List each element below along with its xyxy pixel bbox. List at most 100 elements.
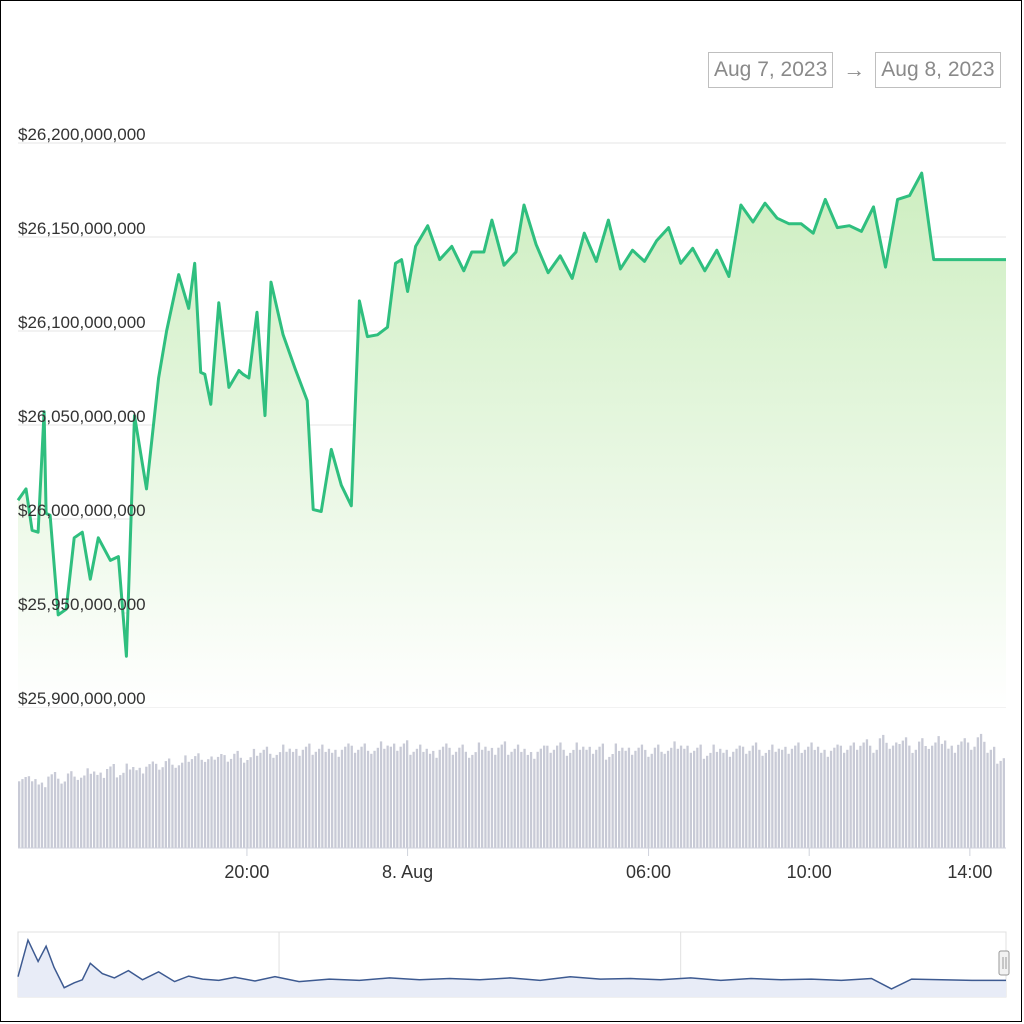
volume-bar	[441, 746, 445, 848]
volume-bar	[422, 751, 425, 848]
volume-bar	[96, 774, 99, 848]
volume-bar	[771, 744, 774, 848]
volume-bar	[448, 747, 451, 848]
volume-bar	[516, 744, 520, 848]
navigator[interactable]: 20202022	[17, 931, 1010, 998]
volume-bar	[461, 744, 464, 848]
navigator-line	[17, 937, 1006, 990]
volume-bar	[895, 742, 898, 848]
volume-bar	[76, 779, 79, 848]
volume-bar	[944, 740, 947, 848]
volume-bar	[298, 755, 301, 848]
volume-bar	[849, 745, 852, 848]
volume-bar	[947, 748, 950, 848]
volume-bars	[18, 733, 1006, 849]
volume-bar	[507, 754, 510, 848]
volume-bar	[686, 745, 689, 848]
volume-bar	[660, 751, 663, 848]
volume-bar	[285, 751, 288, 848]
range-from-input[interactable]: Aug 7, 2023	[708, 52, 834, 88]
volume-bar	[699, 744, 702, 848]
price-area-fill	[18, 173, 1006, 708]
volume-bar	[327, 748, 331, 848]
volume-bar	[914, 749, 917, 848]
volume-bar	[888, 748, 891, 848]
volume-bar	[973, 746, 976, 848]
volume-bar	[344, 746, 347, 848]
volume-bar	[366, 750, 370, 848]
volume-bar	[774, 751, 777, 848]
volume-bar	[882, 734, 885, 848]
volume-bar	[627, 747, 631, 848]
volume-bar	[539, 748, 542, 848]
price-area	[16, 171, 1006, 708]
volume-bar	[216, 756, 220, 848]
volume-bar	[477, 742, 481, 848]
volume-bar	[226, 761, 229, 848]
volume-bar	[536, 751, 539, 848]
volume-bar	[790, 748, 794, 848]
volume-bar	[644, 749, 647, 848]
volume-bar	[908, 745, 911, 848]
volume-bar	[702, 758, 706, 848]
volume-bar	[725, 749, 728, 848]
volume-bar	[869, 745, 872, 848]
volume-bar	[318, 748, 321, 848]
volume-bar	[24, 777, 27, 848]
volume-bar	[588, 746, 591, 848]
volume-bar	[856, 749, 859, 848]
x-tick-label: 14:00	[947, 862, 992, 882]
volume-bar	[960, 741, 963, 848]
volume-bar	[565, 755, 569, 848]
volume-bar	[484, 746, 487, 848]
volume-bar	[340, 749, 344, 848]
volume-bar	[591, 753, 595, 848]
y-tick-label: $26,050,000,000	[18, 407, 146, 426]
volume-bar	[132, 767, 135, 848]
volume-bar	[575, 742, 578, 848]
volume-bar	[829, 750, 833, 848]
volume-bar	[337, 756, 340, 848]
range-to-input[interactable]: Aug 8, 2023	[875, 52, 1001, 88]
volume-bar	[50, 774, 53, 848]
volume-bar	[529, 752, 533, 848]
volume-bar	[379, 741, 383, 848]
volume-bar	[458, 747, 461, 848]
volume-bar	[115, 777, 119, 848]
navigator-handle[interactable]	[998, 950, 1010, 976]
volume-bar	[712, 744, 715, 848]
volume-bar	[200, 759, 203, 848]
volume-bar	[722, 752, 725, 848]
volume-bar	[950, 745, 953, 848]
volume-bar	[409, 754, 412, 848]
range-arrow-icon: →	[843, 57, 866, 82]
volume-bar	[445, 743, 448, 848]
volume-bar	[748, 750, 751, 848]
volume-bar	[93, 771, 96, 848]
volume-bar	[803, 749, 807, 848]
volume-bar	[145, 766, 148, 848]
volume-bar	[989, 749, 992, 848]
volume-bar	[425, 748, 428, 848]
volume-bar	[963, 738, 966, 848]
volume-bar	[161, 767, 164, 848]
volume-bar	[308, 743, 311, 848]
volume-bar	[481, 749, 484, 848]
volume-bar	[138, 767, 141, 848]
volume-bar	[663, 753, 666, 848]
volume-bar	[924, 746, 927, 848]
y-axis-labels: $26,200,000,000 $26,150,000,000 $26,100,00…	[18, 125, 146, 708]
volume-bar	[223, 755, 226, 848]
volume-bar	[559, 742, 562, 848]
volume-bar	[40, 782, 44, 848]
volume-bar	[158, 769, 161, 848]
volume-bar	[47, 776, 50, 848]
volume-bar	[415, 748, 419, 848]
volume-bar	[578, 749, 582, 848]
volume-bar	[738, 745, 741, 848]
volume-bar	[497, 747, 500, 848]
volume-bar	[406, 740, 409, 848]
volume-bar	[865, 739, 869, 848]
volume-bar	[490, 747, 494, 848]
volume-bar	[27, 776, 31, 848]
